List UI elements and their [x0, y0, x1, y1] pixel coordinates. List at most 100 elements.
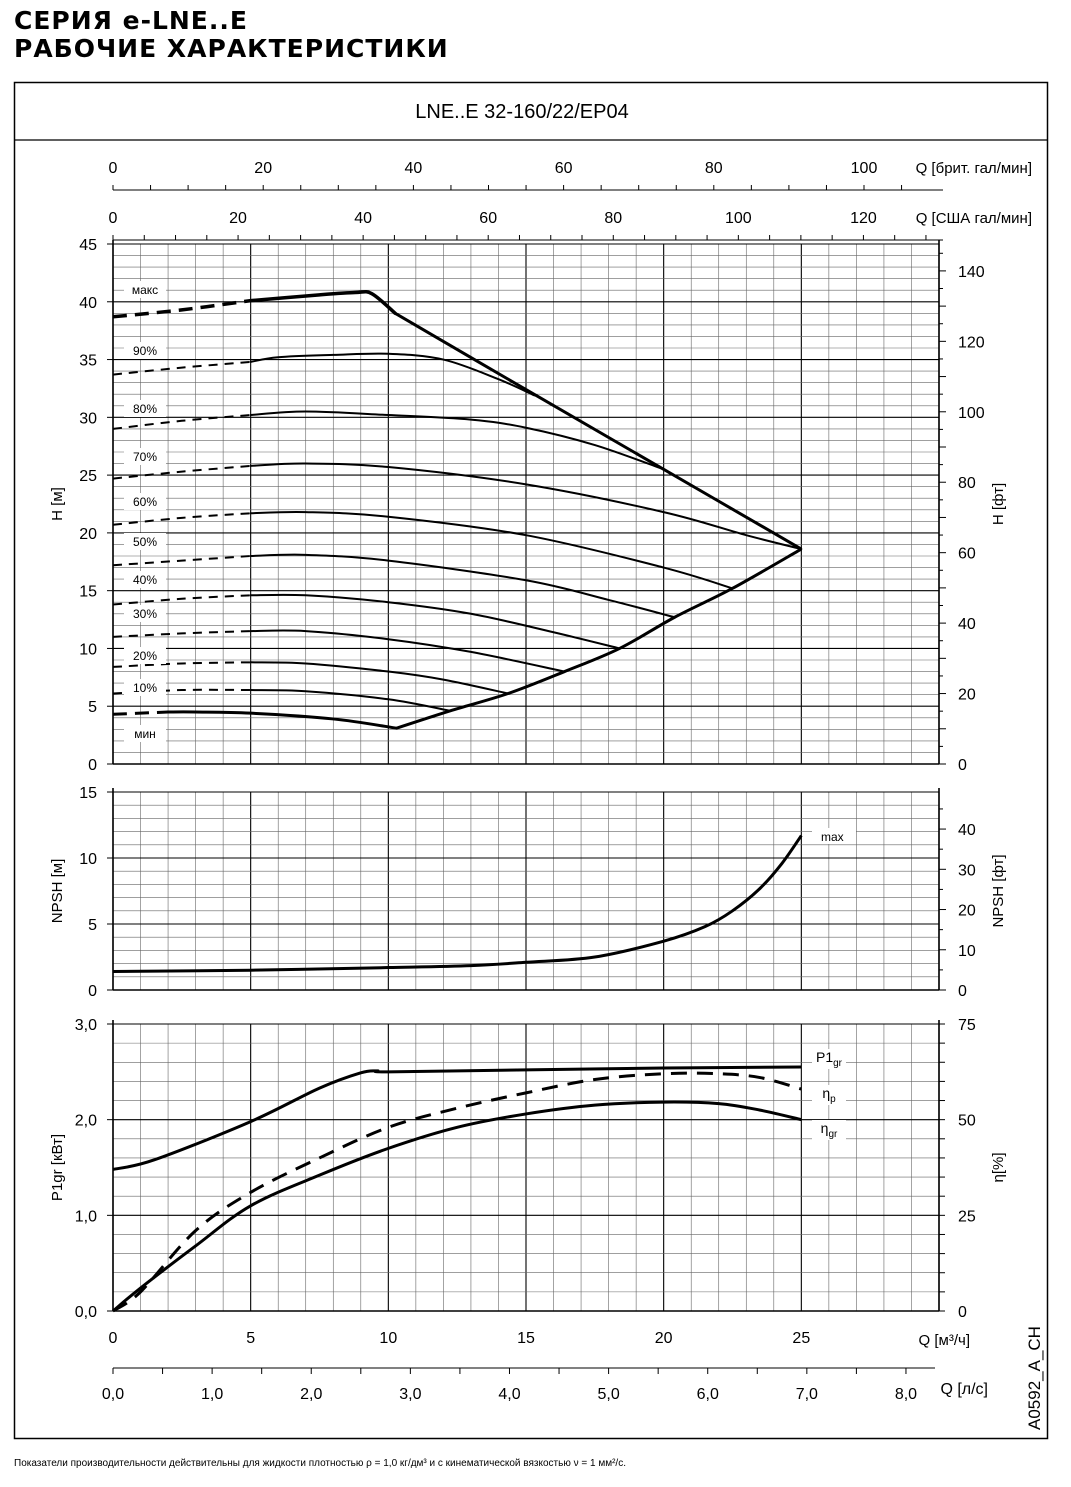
speed-curve [249, 510, 734, 590]
q-brit-tick-label: 60 [555, 160, 573, 177]
curve-label: макс [132, 283, 158, 297]
curve-label-bg [124, 679, 166, 696]
series-label-main: P1 [816, 1049, 833, 1065]
curve-label-bg [124, 725, 166, 742]
curve-label-bg [812, 1049, 846, 1069]
q-ls-tick-label: 2,0 [300, 1386, 322, 1403]
q-ls-tick-label: 3,0 [399, 1386, 421, 1403]
group-efficiency-curve [112, 1100, 802, 1313]
p1-power-curve [112, 1065, 802, 1171]
speed-curve-dashed [112, 512, 251, 526]
curve-label-bg [124, 605, 166, 622]
y-tick-label-right: 0 [958, 757, 967, 774]
q-m3h-tick-label: 15 [517, 1330, 535, 1347]
curve-label: мин [134, 727, 156, 741]
curve-label: 10% [133, 681, 157, 695]
q-brit-tick-label: 20 [254, 160, 272, 177]
speed-curve-dashed [112, 298, 251, 319]
q-ls-tick-label: 8,0 [895, 1386, 917, 1403]
q-brit-tick-label: 100 [851, 160, 878, 177]
series-label: ηgr [821, 1120, 838, 1140]
curve-label: 70% [133, 450, 157, 464]
y-axis-label-right: H [фт] [990, 483, 1007, 525]
series-title: СЕРИЯ e-LNE..E [14, 6, 248, 35]
speed-curve-dashed [112, 688, 251, 695]
q-ls-tick-label: 0,0 [102, 1386, 124, 1403]
q-us-tick-label: 100 [725, 210, 752, 227]
y-tick-label: 45 [79, 237, 97, 254]
curve-label-bg [124, 533, 166, 550]
q-m3h-axis-label: Q [м³/ч] [919, 1332, 970, 1349]
y-tick-label: 20 [79, 526, 97, 543]
speed-curve [249, 629, 566, 673]
y-tick-label-right: 80 [958, 475, 976, 492]
npsh-curve [112, 834, 803, 974]
speed-curve-dashed [112, 555, 251, 567]
series-label-sub: gr [833, 1058, 843, 1069]
y-axis-label-right: NPSH [фт] [990, 854, 1007, 927]
y-tick-label: 10 [79, 851, 97, 868]
curve-label-bg [812, 828, 856, 844]
y-axis-label: NPSH [м] [49, 859, 66, 924]
curve-label-bg [124, 571, 166, 588]
model-title: LNE..E 32-160/22/EP04 [415, 101, 628, 123]
curve-label: 20% [133, 649, 157, 663]
q-us-axis-label: Q [США гал/мин] [916, 210, 1032, 227]
curve-label-bg [812, 1120, 846, 1140]
speed-curve [166, 710, 399, 730]
q-ls-tick-label: 4,0 [498, 1386, 520, 1403]
y-tick-label: 1,0 [75, 1208, 97, 1225]
q-us-tick-label: 0 [109, 210, 118, 227]
y-tick-label: 10 [79, 641, 97, 658]
speed-curve-dashed [112, 661, 251, 668]
q-m3h-tick-label: 20 [655, 1330, 673, 1347]
y-tick-label-right: 40 [958, 822, 976, 839]
series-label-sub: p [830, 1094, 836, 1105]
y-tick-label: 15 [79, 584, 97, 601]
y-axis-label: P1gr [кВт] [49, 1134, 66, 1201]
y-tick-label-right: 10 [958, 943, 976, 960]
q-us-tick-label: 20 [229, 210, 247, 227]
curve-label-bg [124, 400, 166, 417]
y-tick-label-right: 30 [958, 862, 976, 879]
series-label-main: η [822, 1085, 830, 1101]
speed-curve [249, 553, 676, 619]
page-subtitle: РАБОЧИЕ ХАРАКТЕРИСТИКИ [14, 34, 449, 63]
curve-label: 90% [133, 344, 157, 358]
footnote: Показатели производительности действител… [14, 1458, 626, 1469]
curve-label-bg [124, 448, 166, 465]
curve-label-bg [124, 493, 166, 510]
curve-label: 30% [133, 607, 157, 621]
speed-curve [249, 352, 536, 397]
y-tick-label-right: 0 [958, 1304, 967, 1321]
y-tick-label-right: 100 [958, 405, 985, 422]
y-tick-label-right: 20 [958, 903, 976, 920]
speed-curve-dashed [112, 594, 251, 606]
y-tick-label-right: 50 [958, 1113, 976, 1130]
curve-label: 60% [133, 495, 157, 509]
curve-label: 50% [133, 535, 157, 549]
q-us-tick-label: 40 [354, 210, 372, 227]
operating-limit-line [396, 547, 803, 730]
operating-limit-line [394, 312, 803, 551]
speed-curve [249, 410, 665, 471]
q-us-tick-label: 80 [604, 210, 622, 227]
y-tick-label: 35 [79, 353, 97, 370]
series-label: ηp [822, 1085, 836, 1105]
q-ls-tick-label: 5,0 [597, 1386, 619, 1403]
q-ls-tick-label: 6,0 [697, 1386, 719, 1403]
drawing-code: A0592_A_CH [1025, 1326, 1044, 1430]
q-ls-tick-label: 1,0 [201, 1386, 223, 1403]
y-tick-label-right: 75 [958, 1017, 976, 1034]
series-label-main: η [821, 1120, 829, 1136]
y-tick-label: 30 [79, 410, 97, 427]
y-tick-label-right: 0 [958, 983, 967, 1000]
npsh-curve-label: max [821, 830, 844, 844]
y-tick-label: 0,0 [75, 1304, 97, 1321]
speed-curve-dashed [112, 630, 251, 638]
y-tick-label: 5 [88, 699, 97, 716]
y-tick-label-right: 140 [958, 264, 985, 281]
series-label: P1gr [816, 1049, 843, 1069]
pump-efficiency-curve [112, 1071, 802, 1313]
